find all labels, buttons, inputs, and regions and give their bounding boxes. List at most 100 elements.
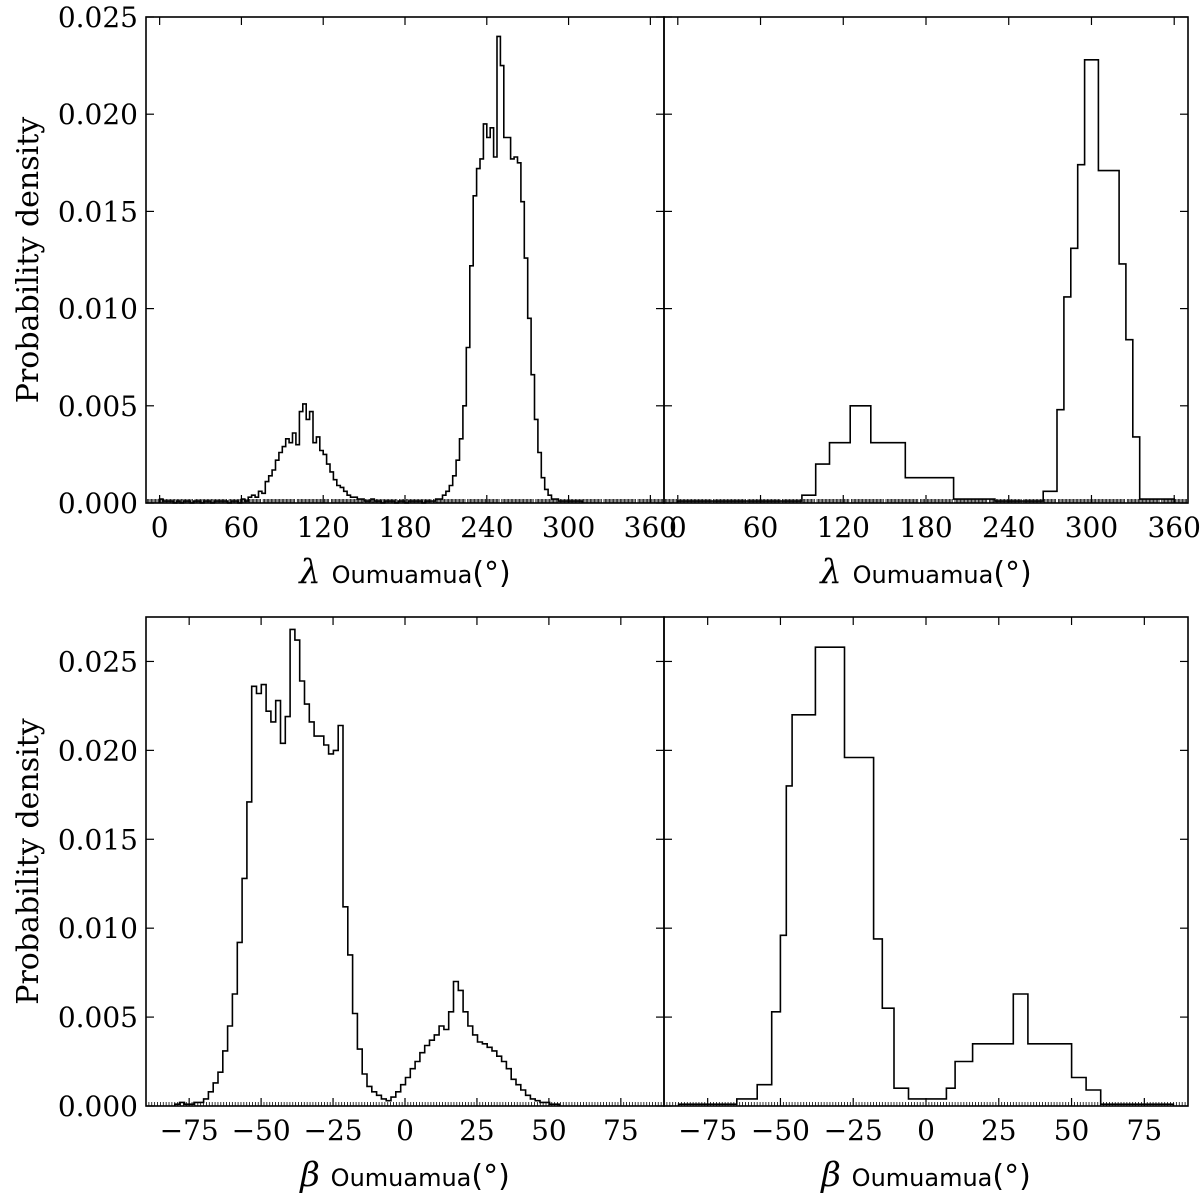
- x-axis-label: β Oumuamua(°): [819, 1155, 1031, 1195]
- histogram-bin: [305, 704, 310, 1106]
- histogram-bin: [1085, 60, 1099, 503]
- histogram-bin: [303, 404, 306, 503]
- histogram-bin: [473, 1035, 478, 1106]
- histogram-bin: [482, 1044, 487, 1106]
- histogram-bin: [999, 1044, 1014, 1106]
- histogram-bin: [353, 1014, 358, 1106]
- histogram-bin: [261, 685, 266, 1106]
- x-tick-label: 60: [224, 511, 260, 544]
- histogram-bin: [456, 460, 459, 503]
- histogram-bin: [434, 1035, 439, 1106]
- histogram-bin: [329, 754, 334, 1106]
- histogram-bin: [468, 1026, 473, 1106]
- histogram-bin: [333, 750, 338, 1106]
- histogram-bin: [494, 157, 497, 503]
- histogram-bin: [324, 745, 329, 1106]
- histogram-bin: [487, 1047, 492, 1106]
- y-tick-label: 0.010: [58, 912, 138, 945]
- x-tick-label: 300: [542, 511, 595, 544]
- x-axis-unit: (°): [993, 556, 1031, 591]
- x-axis-label: β Oumuamua(°): [298, 1155, 510, 1195]
- x-axis-symbol: λ: [818, 552, 852, 592]
- x-axis-subscript: Oumuamua: [852, 1164, 993, 1192]
- histogram-bin: [410, 1069, 415, 1106]
- histogram-bin: [357, 1049, 362, 1106]
- histogram-bin: [531, 375, 534, 503]
- x-axis-unit: (°): [471, 1159, 509, 1194]
- x-tick-label: 0: [151, 511, 169, 544]
- x-axis-subscript: Oumuamua: [331, 1164, 472, 1192]
- histogram-bin: [792, 715, 815, 1106]
- histogram-bin: [882, 1008, 894, 1106]
- x-tick-label: 180: [899, 511, 952, 544]
- histogram-bin: [894, 1088, 909, 1106]
- histogram-bin: [458, 990, 463, 1106]
- histogram-bin: [500, 66, 503, 503]
- histogram-step-line: [677, 59, 1175, 503]
- histogram-bin: [538, 452, 541, 503]
- histogram-bin: [1013, 994, 1028, 1106]
- x-axis-label: λ Oumuamua(°): [818, 552, 1031, 592]
- histogram-bin: [466, 347, 469, 503]
- histogram-bin: [420, 1053, 425, 1106]
- y-tick-label: 0.015: [58, 823, 138, 856]
- x-tick-label: 360: [624, 511, 677, 544]
- histogram-bin: [454, 982, 459, 1106]
- histogram-bin: [1126, 340, 1133, 503]
- histogram-bin: [213, 1083, 218, 1106]
- histogram-bin: [338, 725, 343, 1106]
- histogram-bin: [497, 1056, 502, 1106]
- y-axis-label: Probability density: [11, 718, 46, 1005]
- histogram-bin: [490, 128, 493, 503]
- x-tick-label: 25: [459, 1114, 495, 1147]
- histogram-bin: [517, 163, 520, 503]
- y-tick-label: 0.025: [58, 1, 138, 34]
- histogram-bin: [237, 942, 242, 1106]
- histogram-bin: [786, 786, 792, 1106]
- plot-frame: [145, 616, 665, 1107]
- x-tick-label: 360: [1147, 511, 1200, 544]
- histogram-bin: [507, 138, 510, 503]
- histogram-bin: [313, 443, 316, 503]
- histogram-bin: [463, 1012, 468, 1106]
- histogram-bin: [286, 439, 289, 503]
- x-tick-label: 240: [460, 511, 513, 544]
- histogram-bin: [293, 433, 296, 503]
- histogram-bin: [285, 717, 290, 1106]
- histogram-bin: [521, 202, 524, 503]
- histogram-bin: [514, 157, 517, 503]
- histogram-bin: [535, 419, 538, 503]
- x-axis-subscript: Oumuamua: [853, 561, 994, 589]
- x-tick-label: −75: [678, 1114, 737, 1147]
- x-tick-label: 0: [396, 1114, 414, 1147]
- histogram-bin: [295, 640, 300, 1106]
- x-tick-label: 50: [1054, 1114, 1090, 1147]
- x-axis-symbol: β: [819, 1155, 851, 1195]
- histogram-bin: [218, 1072, 223, 1106]
- histogram-bin: [282, 447, 285, 503]
- histogram-bin: [483, 124, 486, 503]
- x-tick-label: 25: [981, 1114, 1017, 1147]
- histogram-bin: [815, 647, 844, 1106]
- x-axis-symbol: β: [298, 1155, 330, 1195]
- histogram-bin: [460, 439, 463, 503]
- plot-frame: [145, 16, 665, 504]
- histogram-bin: [439, 1026, 444, 1106]
- histogram-bin: [871, 443, 905, 503]
- histogram-bin: [300, 681, 305, 1106]
- x-axis-unit: (°): [992, 1159, 1030, 1194]
- x-tick-label: −25: [304, 1114, 363, 1147]
- histogram-bin: [829, 443, 850, 503]
- x-tick-label: −50: [232, 1114, 291, 1147]
- x-tick-label: −75: [160, 1114, 219, 1147]
- histogram-bin: [429, 1040, 434, 1106]
- histogram-bin: [1072, 1078, 1087, 1106]
- x-tick-label: 50: [531, 1114, 567, 1147]
- histogram-bin: [1078, 165, 1085, 503]
- histogram-bin: [279, 452, 282, 503]
- panel-bottom-right: −75 −50 −25 0 25 50 75 β Oumuamua(°): [663, 616, 1189, 1195]
- histogram-bin: [463, 406, 466, 503]
- x-axis-subscript: Oumuamua: [332, 561, 473, 589]
- histogram-bin: [306, 419, 309, 503]
